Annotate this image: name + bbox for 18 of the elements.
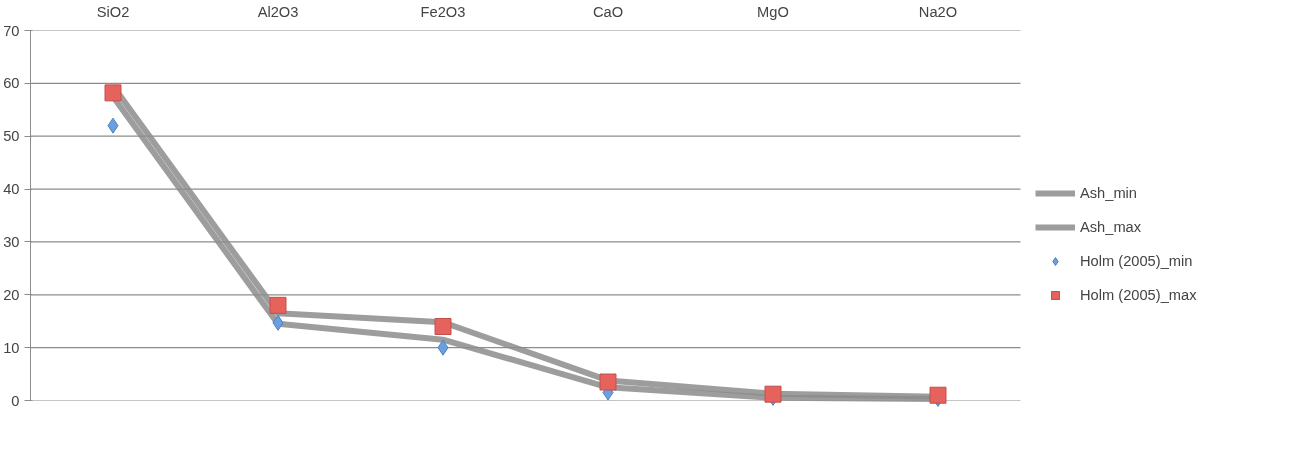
x-tick-label: Na2O bbox=[918, 3, 958, 20]
y-tick-label: 20 bbox=[3, 286, 20, 303]
y-tick-label: 50 bbox=[3, 128, 20, 145]
y-tick-label: 0 bbox=[11, 392, 20, 409]
y-tick-label: 30 bbox=[3, 233, 20, 250]
y-tick-label: 70 bbox=[3, 22, 20, 39]
legend-label: Ash_max bbox=[1080, 219, 1142, 235]
legend-label: Holm (2005)_min bbox=[1080, 253, 1193, 269]
x-tick-label: MgO bbox=[757, 3, 789, 20]
y-tick-label: 10 bbox=[3, 339, 20, 356]
legend-label: Ash_min bbox=[1080, 185, 1138, 201]
y-tick-label: 40 bbox=[3, 181, 20, 198]
x-tick-label: SiO2 bbox=[96, 3, 130, 20]
x-tick-label: Al2O3 bbox=[257, 3, 299, 20]
y-tick-label: 60 bbox=[3, 75, 20, 92]
legend-label: Holm (2005)_max bbox=[1080, 287, 1197, 303]
x-tick-label: CaO bbox=[592, 3, 624, 20]
x-tick-label: Fe2O3 bbox=[420, 3, 466, 20]
